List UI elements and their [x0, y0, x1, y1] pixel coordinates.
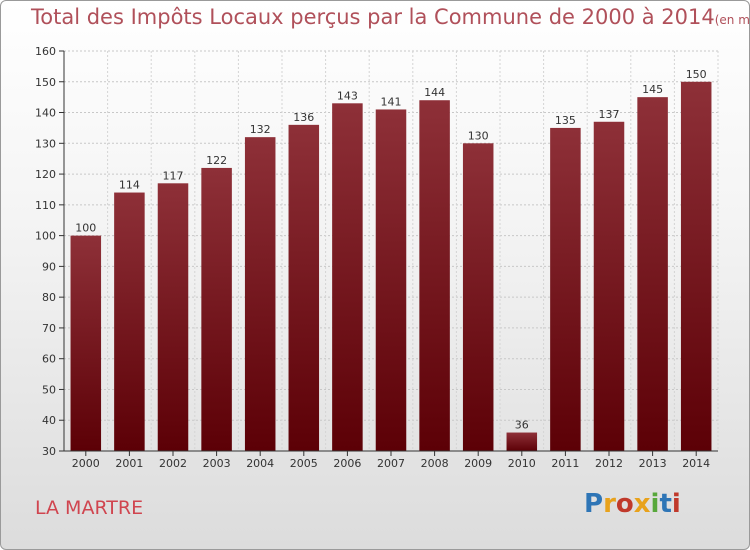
bar-2008	[419, 100, 450, 451]
y-tick-label: 120	[35, 168, 56, 181]
bar-2007	[375, 109, 407, 451]
x-tick-label-2012: 2012	[595, 457, 623, 470]
logo-letter: r	[603, 489, 616, 519]
x-tick-label-2010: 2010	[508, 457, 536, 470]
bar-2005	[288, 124, 320, 451]
data-label-2004: 132	[250, 123, 271, 136]
data-label-2003: 122	[206, 154, 227, 167]
y-tick-label: 60	[42, 353, 56, 366]
bar-2012	[593, 121, 625, 452]
chart-title: Total des Impôts Locaux perçus par la Co…	[31, 5, 750, 29]
logo-letter: x	[633, 489, 651, 519]
bar-2000	[70, 235, 102, 451]
y-tick-label: 130	[35, 137, 56, 150]
y-tick-label: 100	[35, 230, 56, 243]
x-tick-label-2000: 2000	[72, 457, 100, 470]
logo-letter: t	[659, 489, 672, 519]
proxiti-logo[interactable]: Proxiti	[584, 489, 681, 519]
y-tick-label: 50	[42, 383, 56, 396]
data-label-2010: 36	[515, 419, 529, 432]
data-label-2000: 100	[75, 222, 96, 235]
bar-2004	[244, 137, 276, 451]
bar-2014	[680, 81, 712, 452]
x-tick-label-2009: 2009	[464, 457, 492, 470]
y-tick-label: 150	[35, 76, 56, 89]
bar-2006	[332, 103, 363, 452]
data-label-2007: 141	[381, 95, 402, 108]
data-label-2006: 143	[337, 89, 358, 102]
logo-letter: o	[615, 489, 634, 519]
x-tick-label-2003: 2003	[203, 457, 231, 470]
logo-letter: i	[671, 489, 681, 519]
x-tick-label-2006: 2006	[333, 457, 361, 470]
x-tick-label-2011: 2011	[551, 457, 579, 470]
x-tick-label-2005: 2005	[290, 457, 318, 470]
x-tick-label-2004: 2004	[246, 457, 274, 470]
x-tick-label-2008: 2008	[421, 457, 449, 470]
x-tick-label-2013: 2013	[639, 457, 667, 470]
y-tick-label: 80	[42, 291, 56, 304]
x-tick-label-2002: 2002	[159, 457, 187, 470]
bar-2010	[506, 432, 538, 451]
y-tick-label: 40	[42, 414, 56, 427]
x-tick-label-2014: 2014	[682, 457, 710, 470]
data-label-2011: 135	[555, 114, 576, 127]
bar-2002	[157, 183, 189, 452]
data-label-2014: 150	[686, 68, 707, 81]
commune-name: LA MARTRE	[35, 497, 144, 519]
bar-2001	[114, 192, 145, 452]
bar-2011	[550, 127, 581, 451]
y-tick-label: 160	[35, 45, 56, 58]
data-label-2001: 114	[119, 179, 140, 192]
data-label-2009: 130	[468, 129, 489, 142]
logo-letter: i	[650, 489, 660, 519]
data-label-2013: 145	[642, 83, 663, 96]
y-tick-label: 110	[35, 199, 56, 212]
bar-2009	[462, 143, 494, 452]
chart-title-text: Total des Impôts Locaux perçus par la Co…	[31, 5, 715, 29]
y-tick-label: 90	[42, 260, 56, 273]
y-tick-label: 140	[35, 107, 56, 120]
bar-chart: 100 114 117 122 132 136 143 141 144 130 36 135 137 14…	[35, 45, 719, 470]
x-tick-label-2007: 2007	[377, 457, 405, 470]
y-tick-label: 30	[42, 445, 56, 458]
bar-2003	[201, 167, 232, 451]
data-label-2012: 137	[599, 108, 620, 121]
y-tick-label: 70	[42, 322, 56, 335]
data-label-2008: 144	[424, 86, 445, 99]
bar-2013	[637, 97, 668, 452]
x-tick-label-2001: 2001	[115, 457, 143, 470]
data-label-2005: 136	[293, 111, 314, 124]
data-label-2002: 117	[163, 169, 184, 182]
logo-letter: P	[584, 489, 604, 519]
chart-subtitle: (en milliers d'€)	[714, 13, 750, 27]
